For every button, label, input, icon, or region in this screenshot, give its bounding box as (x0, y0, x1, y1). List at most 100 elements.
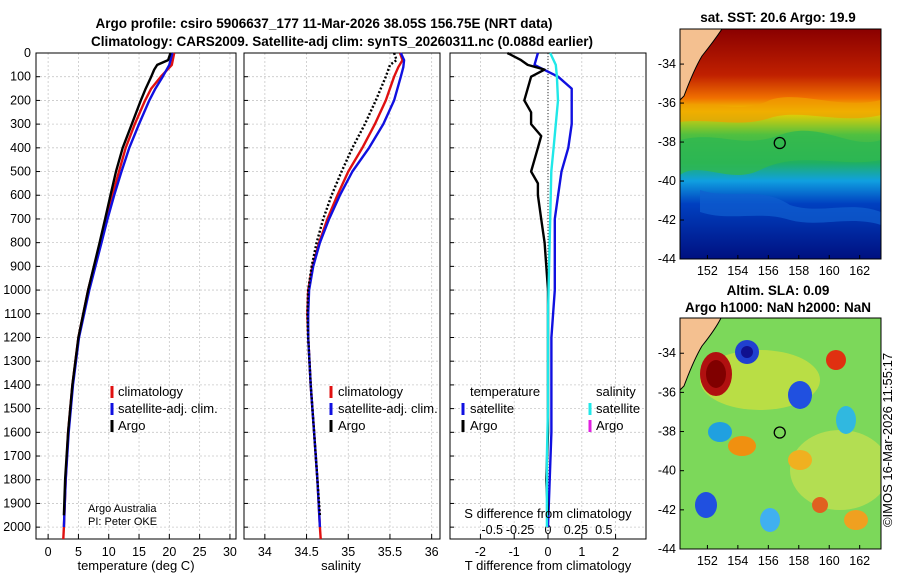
legend3-t-satellite-label: satellite (470, 401, 514, 416)
series-climatology (306, 52, 404, 540)
sst-float-marker (773, 136, 786, 150)
difference-panel: -2 -1 0 1 2 -0.5 -0.25 0 0.25 0.5 (449, 51, 647, 559)
temperature-axis-label: temperature (deg C) (77, 558, 194, 573)
x-tick-label: 10 (102, 545, 116, 559)
series-argo (306, 52, 398, 516)
x-tick-label: 34 (258, 545, 272, 559)
map-x-tick-label: 160 (819, 264, 840, 278)
salinity-axis-label: salinity (321, 558, 361, 573)
x-tick-label: -2 (475, 545, 486, 559)
legend-argo-label: Argo (118, 418, 145, 433)
map-x-tick-label: 158 (788, 264, 809, 278)
x-tick-label: 2 (612, 545, 619, 559)
legend3-t-argo-label: Argo (470, 418, 497, 433)
series-salinity-satellite (545, 52, 560, 528)
legend2-argo-label: Argo (338, 418, 365, 433)
y-tick-label: 300 (10, 117, 31, 131)
legend-temperature-heading: temperature (470, 384, 540, 399)
map-x-tick-label: 162 (849, 554, 870, 568)
sst-map-image (680, 29, 881, 259)
map-x-tick-label: 154 (727, 554, 748, 568)
map-y-tick-label: -40 (658, 464, 676, 478)
panel-frame (35, 52, 237, 540)
credit-org: Argo Australia (88, 503, 157, 515)
map-y-tick-label: -44 (658, 252, 676, 266)
y-tick-label: 800 (10, 236, 31, 250)
map-x-tick-label: 156 (758, 264, 779, 278)
header-line-1: Argo profile: csiro 5906637_177 11-Mar-2… (96, 16, 553, 31)
y-tick-label: 1700 (3, 449, 31, 463)
legend-satadj-label: satellite-adj. clim. (118, 401, 218, 416)
series-argo (62, 52, 172, 516)
map-x-tick-label: 158 (788, 554, 809, 568)
map-y-tick-label: -38 (658, 135, 676, 149)
map-y-tick-label: -42 (658, 213, 676, 227)
s-difference-axis-label: S difference from climatology (464, 506, 632, 521)
y-tick-label: 200 (10, 93, 31, 107)
sla-float-marker (773, 426, 786, 439)
legend3-s-argo-label: Argo (596, 418, 623, 433)
x-tick-label: 30 (223, 545, 237, 559)
map-x-tick-label: 156 (758, 554, 779, 568)
t-difference-axis-label: T difference from climatology (465, 558, 632, 573)
series-temperature-argo (506, 51, 550, 516)
x-tick-label: 0 (545, 545, 552, 559)
x-tick-label: 1 (578, 545, 585, 559)
s-tick-label: 0.5 (595, 523, 612, 537)
x-tick-label: -1 (509, 545, 520, 559)
y-tick-label: 1200 (3, 330, 31, 344)
y-tick-label: 2000 (3, 520, 31, 534)
y-tick-label: 1300 (3, 354, 31, 368)
map-x-tick-label: 154 (727, 264, 748, 278)
panel-frame (243, 52, 441, 540)
temperature-panel: 0 5 10 15 20 25 30 (35, 52, 237, 559)
map-x-tick-label: 152 (697, 264, 718, 278)
legend-climatology-label: climatology (118, 384, 184, 399)
panel-frame (449, 52, 647, 540)
sla-map-axes: 152 154 156 158 160 162 -34 -36 -38 -40 -42 -44 (658, 346, 870, 568)
x-tick-label: 5 (75, 545, 82, 559)
sla-map-title-2: Argo h1000: NaN h2000: NaN (685, 300, 871, 315)
legend-salinity: climatology satellite-adj. clim. Argo (329, 384, 438, 433)
credit-pi: PI: Peter OKE (88, 516, 157, 528)
map-x-tick-label: 152 (697, 554, 718, 568)
y-tick-label: 0 (24, 46, 31, 60)
depth-axis: 0 100 200 300 400 500 600 700 800 900 1000 1100 1200… (3, 46, 454, 534)
y-tick-label: 900 (10, 259, 31, 273)
y-tick-label: 1100 (4, 307, 31, 321)
y-tick-label: 1600 (3, 425, 31, 439)
y-tick-label: 1900 (3, 496, 31, 510)
y-tick-label: 1000 (3, 283, 31, 297)
y-tick-label: 1800 (3, 473, 31, 487)
salinity-panel: 34 34.5 35 35.5 36 (243, 52, 441, 559)
y-tick-label: 400 (10, 141, 31, 155)
legend-temperature: climatology satellite-adj. clim. Argo (110, 384, 218, 433)
y-tick-label: 100 (10, 70, 31, 84)
map-y-tick-label: -36 (658, 96, 676, 110)
x-tick-label: 35 (341, 545, 355, 559)
legend-salinity-heading: salinity (596, 384, 636, 399)
legend-difference: temperature salinity satellite Argo sate… (461, 384, 640, 433)
map-y-tick-label: -44 (658, 542, 676, 556)
s-tick-label: 0.25 (564, 523, 588, 537)
map-y-tick-label: -42 (658, 503, 676, 517)
timestamp-stamp: ©IMOS 16-Mar-2026 11:55:17 (880, 353, 895, 527)
x-tick-label: 20 (162, 545, 176, 559)
map-x-tick-label: 162 (849, 264, 870, 278)
x-tick-label: 0 (45, 545, 52, 559)
s-tick-label: -0.25 (506, 523, 535, 537)
map-y-tick-label: -38 (658, 425, 676, 439)
y-tick-label: 1500 (3, 402, 31, 416)
x-tick-label: 35.5 (378, 545, 402, 559)
series-satellite-adj-clim- (307, 52, 406, 528)
s-tick-label: -0.5 (481, 523, 503, 537)
x-tick-label: 15 (132, 545, 146, 559)
map-y-tick-label: -36 (658, 385, 676, 399)
legend2-climatology-label: climatology (338, 384, 404, 399)
y-tick-label: 500 (10, 165, 31, 179)
y-tick-label: 700 (10, 212, 31, 226)
legend3-s-satellite-label: satellite (596, 401, 640, 416)
legend2-satadj-label: satellite-adj. clim. (338, 401, 438, 416)
sla-map-title-1: Altim. SLA: 0.09 (727, 283, 830, 298)
